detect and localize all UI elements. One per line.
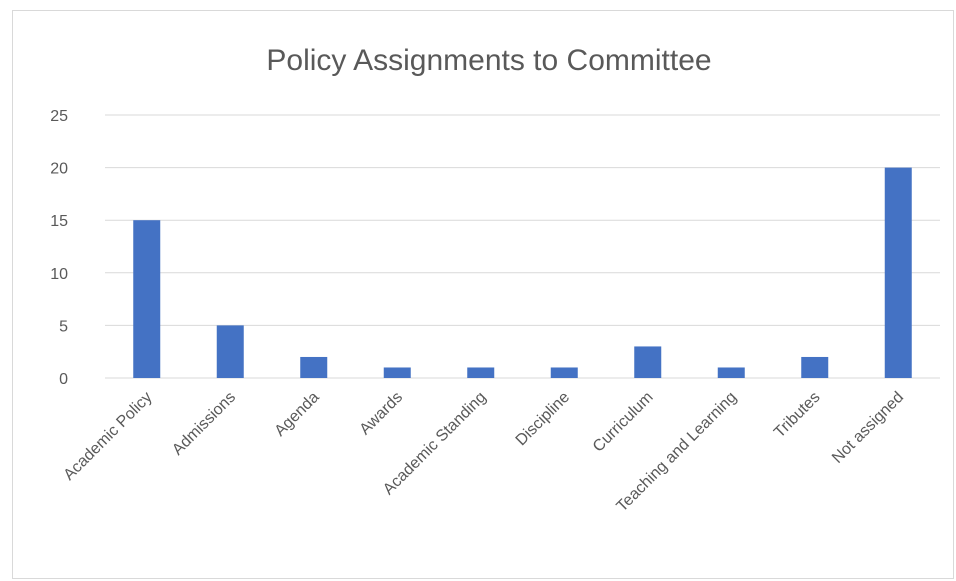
bar-academic-standing [467, 367, 495, 378]
y-tick-label: 10 [50, 266, 68, 283]
x-category-label: Awards [357, 389, 407, 439]
bar-curriculum [634, 346, 662, 378]
bar-discipline [550, 367, 578, 378]
x-category-label: Academic Policy [61, 389, 156, 484]
x-category-label: Not assigned [829, 389, 907, 467]
bar-not-assigned [884, 167, 912, 378]
y-tick-label: 0 [59, 371, 68, 388]
y-tick-label: 5 [59, 318, 68, 335]
x-category-label: Tributes [771, 389, 823, 441]
bar-tributes [801, 356, 829, 378]
bar-awards [383, 367, 411, 378]
y-tick-label: 25 [50, 108, 68, 125]
x-category-label: Curriculum [590, 389, 657, 456]
bar-academic-policy [133, 220, 161, 378]
y-tick-label: 15 [50, 213, 68, 230]
x-category-label: Discipline [513, 389, 574, 450]
bar-agenda [300, 356, 328, 378]
bar-chart: Policy Assignments to Committee 0 5 10 15 20… [50, 44, 940, 516]
x-category-label: Admissions [169, 389, 239, 459]
x-category-label: Agenda [272, 389, 323, 440]
bars [133, 167, 912, 378]
y-tick-label: 20 [50, 161, 68, 178]
chart-title: Policy Assignments to Committee [266, 44, 711, 77]
chart-area: Policy Assignments to Committee 0 5 10 15 20… [12, 10, 954, 579]
gridlines [105, 114, 940, 379]
bar-teaching-and-learning [717, 367, 745, 378]
x-axis-categories: Academic Policy Admissions Agenda AwardsAca… [61, 389, 908, 516]
bar-admissions [216, 325, 244, 378]
y-axis-ticks: 0 5 10 15 20 25 [50, 108, 68, 388]
